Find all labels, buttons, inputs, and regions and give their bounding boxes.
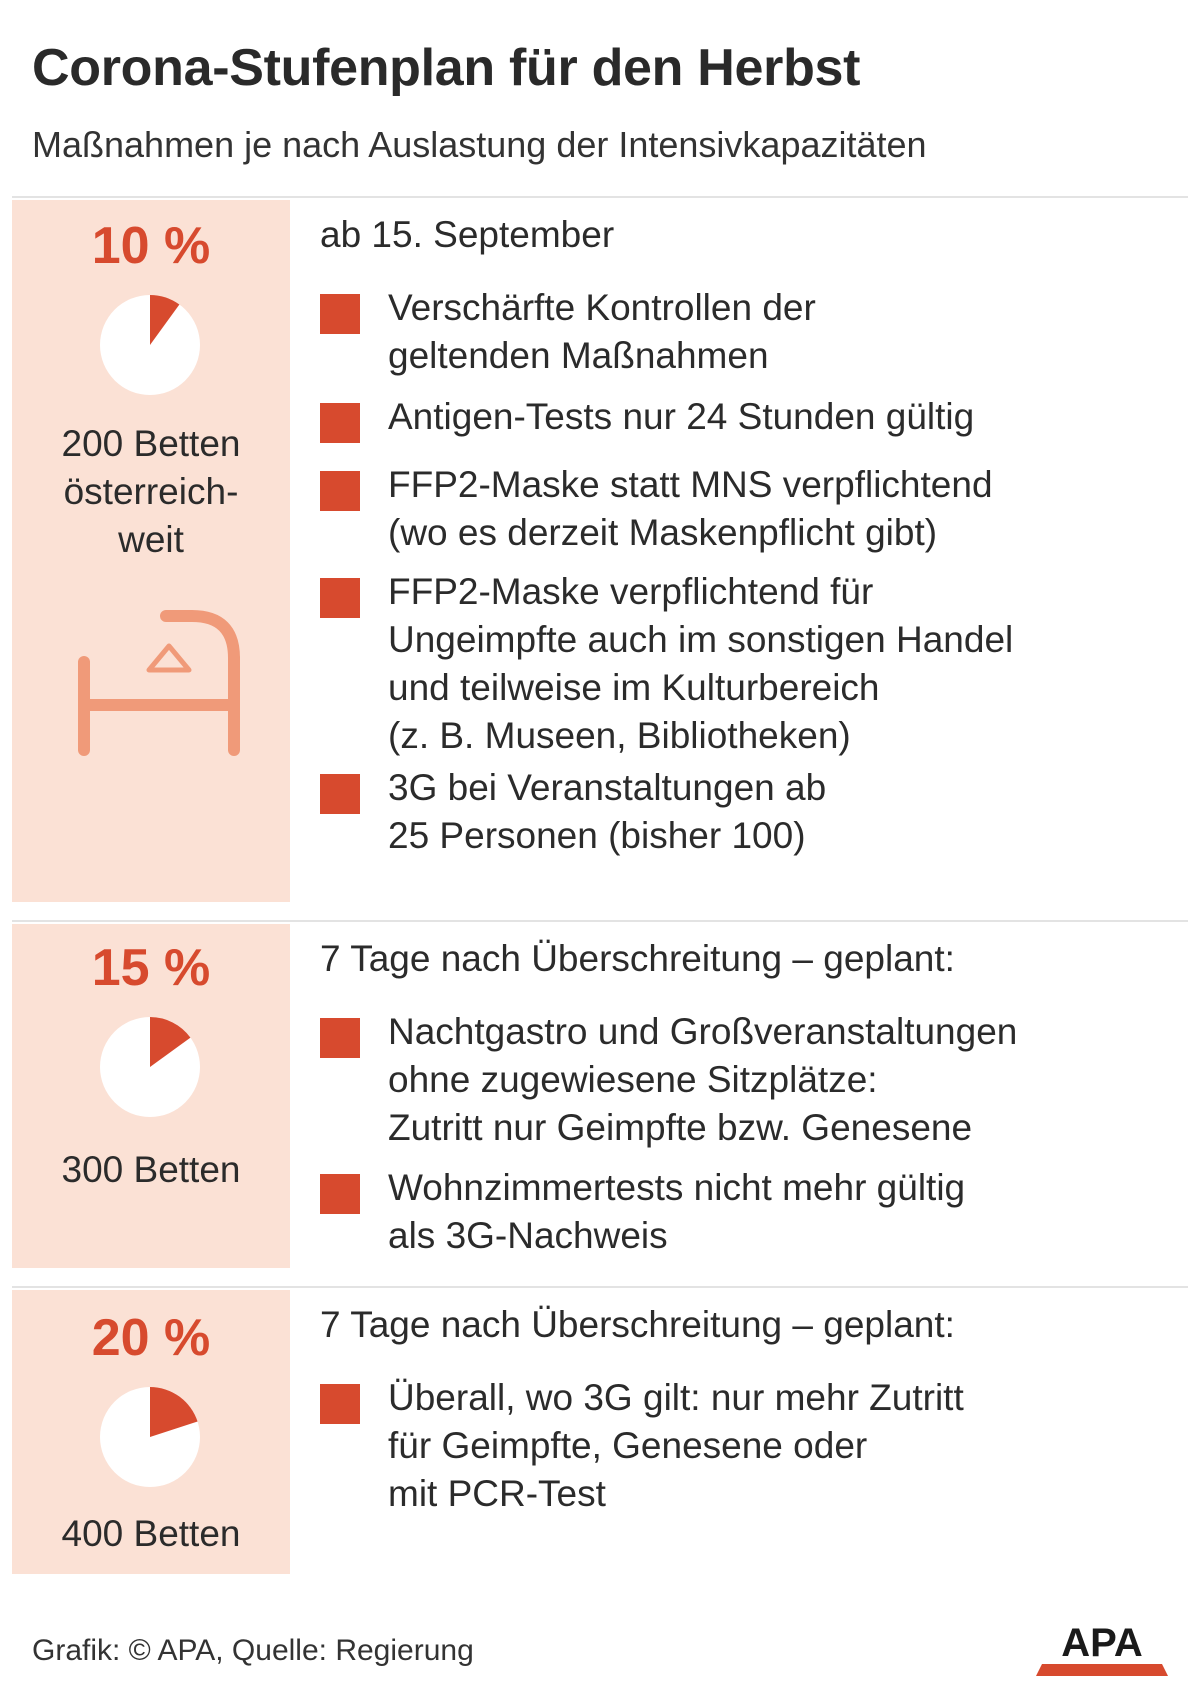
measure-text: Nachtgastro und Großveranstaltungen ohne … xyxy=(388,1011,1018,1148)
page-subtitle: Maßnahmen je nach Auslastung der Intensi… xyxy=(32,124,927,165)
divider xyxy=(12,196,1188,198)
measure-text: Antigen-Tests nur 24 Stunden gültig xyxy=(388,396,975,437)
percent-label: 20 % xyxy=(91,1309,211,1367)
beds-label: 200 Betten österreich- weit xyxy=(61,423,241,560)
measure-text: Verschärfte Kontrollen der geltenden Maßn… xyxy=(388,287,816,376)
measure-text: FFP2-Maske statt MNS verpflichtend (wo es… xyxy=(388,464,993,553)
svg-text:APA: APA xyxy=(1061,1621,1142,1665)
bullet-square-icon xyxy=(320,578,360,618)
bullet-square-icon xyxy=(320,1018,360,1058)
stage-20-percent: 20 % 400 Betten 7 Tage nach Überschreitu… xyxy=(12,1290,1188,1574)
stage-panel: 20 % 400 Betten xyxy=(12,1290,290,1574)
bullet-square-icon xyxy=(320,1174,360,1214)
measure-text: 3G bei Veranstaltungen ab 25 Personen (bi… xyxy=(388,767,827,856)
apa-logo: APA xyxy=(1036,1621,1168,1676)
stage-heading: 7 Tage nach Überschreitung – geplant: xyxy=(320,938,955,979)
occupancy-pie-icon xyxy=(100,1387,200,1487)
beds-label: 400 Betten xyxy=(61,1513,241,1554)
hospital-bed-icon xyxy=(78,610,240,756)
percent-label: 15 % xyxy=(91,939,211,997)
bullet-square-icon xyxy=(320,774,360,814)
measure-text: Wohnzimmertests nicht mehr gültig als 3G-… xyxy=(388,1167,966,1256)
stage-panel: 15 % 300 Betten xyxy=(12,924,290,1268)
pie-slice xyxy=(150,1017,191,1067)
measure-text: Überall, wo 3G gilt: nur mehr Zutritt für… xyxy=(388,1377,964,1514)
stage-15-percent: 15 % 300 Betten 7 Tage nach Überschreitu… xyxy=(12,924,1188,1268)
occupancy-pie-icon xyxy=(100,295,200,395)
beds-label: 300 Betten xyxy=(61,1149,241,1190)
page-title: Corona-Stufenplan für den Herbst xyxy=(32,39,861,97)
occupancy-pie-icon xyxy=(100,1017,200,1117)
stage-panel: 10 % 200 Betten österreich- weit xyxy=(12,200,290,902)
stage-heading: 7 Tage nach Überschreitung – geplant: xyxy=(320,1304,955,1345)
bullet-square-icon xyxy=(320,471,360,511)
source-credit: Grafik: © APA, Quelle: Regierung xyxy=(32,1634,474,1667)
divider xyxy=(12,920,1188,922)
stage-10-percent: 10 % 200 Betten österreich- weit ab 15. … xyxy=(12,200,1188,902)
bullet-square-icon xyxy=(320,294,360,334)
measure-text: FFP2-Maske verpflichtend für Ungeimpfte a… xyxy=(388,571,1014,756)
stage-heading: ab 15. September xyxy=(320,214,615,255)
pie-slice xyxy=(150,1387,198,1437)
percent-label: 10 % xyxy=(91,217,211,275)
pie-slice xyxy=(150,295,180,345)
bullet-square-icon xyxy=(320,403,360,443)
bullet-square-icon xyxy=(320,1384,360,1424)
divider xyxy=(12,1286,1188,1288)
